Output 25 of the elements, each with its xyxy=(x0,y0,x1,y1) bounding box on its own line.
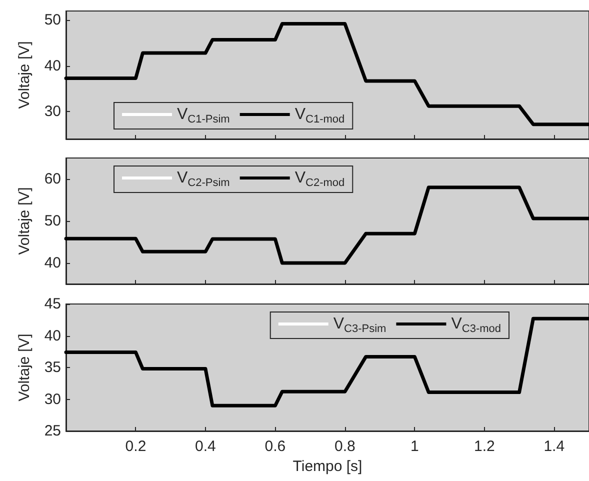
x-tick-label: 0.4 xyxy=(195,438,216,455)
x-tick-label: 0.8 xyxy=(334,438,356,455)
line-series xyxy=(64,186,589,265)
y-tick-label: 50 xyxy=(44,12,61,29)
y-tick-label: 60 xyxy=(44,170,61,188)
y-tick-label: 35 xyxy=(44,359,61,376)
y-axis-title: Voltaje [V] xyxy=(16,41,33,109)
line-series xyxy=(64,316,589,408)
x-axis-title: Tiempo [s] xyxy=(292,458,362,475)
y-tick-label: 40 xyxy=(44,327,61,344)
x-tick-label: 0.2 xyxy=(125,438,146,455)
x-tick-label: 1.2 xyxy=(474,438,495,455)
y-axis-title: Voltaje [V] xyxy=(16,187,33,255)
x-tick-label: 1 xyxy=(410,438,419,455)
y-tick-label: 45 xyxy=(44,296,61,312)
y-tick-label: 30 xyxy=(44,103,61,120)
y-tick-label: 40 xyxy=(44,57,61,74)
y-tick-label: 25 xyxy=(44,422,61,440)
x-tick-label: 1.4 xyxy=(544,438,565,455)
line-series xyxy=(64,22,589,126)
y-axis-title: Voltaje [V] xyxy=(16,334,33,402)
x-tick-label: 0.6 xyxy=(264,438,286,455)
y-tick-label: 40 xyxy=(44,254,61,272)
y-tick-label: 50 xyxy=(44,212,61,230)
y-tick-label: 30 xyxy=(44,390,61,408)
